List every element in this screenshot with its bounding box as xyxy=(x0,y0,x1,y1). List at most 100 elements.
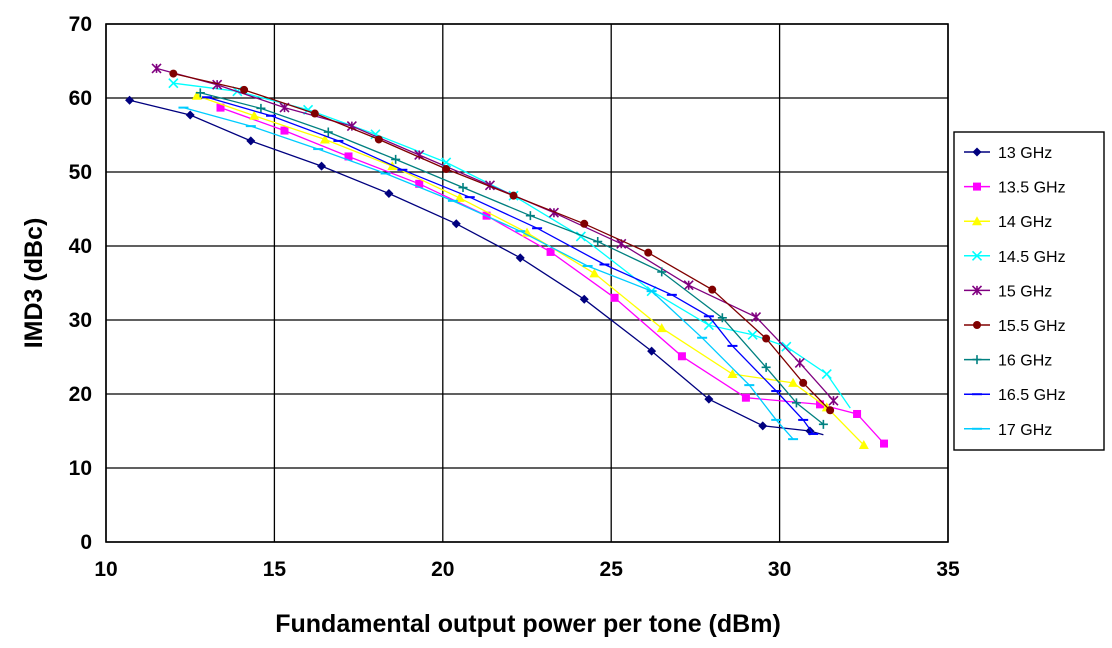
legend-marker xyxy=(973,321,981,329)
legend-label: 15 GHz xyxy=(998,283,1052,300)
series-layer xyxy=(125,63,889,450)
x-tick-label: 15 xyxy=(263,558,287,581)
series-line-16-5-ghz xyxy=(206,96,814,435)
data-point-15-ghz xyxy=(151,63,162,74)
legend-label: 17 GHz xyxy=(998,422,1052,439)
x-tick-label: 35 xyxy=(936,558,960,581)
data-point-15-ghz xyxy=(484,180,496,191)
legend-label: 15.5 GHz xyxy=(998,318,1066,335)
data-point-15-5-ghz xyxy=(580,219,589,228)
data-point-13-5-ghz xyxy=(880,439,889,448)
legend-label: 16 GHz xyxy=(998,353,1052,370)
data-point-16-ghz xyxy=(323,127,333,137)
legend-entry-13-5-ghz: 13.5 GHz xyxy=(964,180,1066,197)
series-14-5-ghz xyxy=(168,78,851,409)
plot-frame xyxy=(105,23,949,543)
series-14-ghz xyxy=(191,90,869,450)
data-point-14-ghz xyxy=(727,369,738,379)
series-13-ghz xyxy=(125,95,824,436)
data-point-15-ghz xyxy=(548,207,560,218)
data-point-15-5-ghz xyxy=(442,165,451,174)
data-point-15-ghz xyxy=(212,79,223,90)
data-point-14-5-ghz xyxy=(821,368,832,380)
data-point-15-5-ghz xyxy=(509,191,518,200)
x-tick-label: 10 xyxy=(94,558,117,581)
data-point-14-ghz xyxy=(191,90,202,100)
data-point-13-ghz xyxy=(647,346,657,356)
series-line-15-5-ghz xyxy=(173,72,831,411)
data-point-15-ghz xyxy=(750,311,762,323)
data-point-13-ghz xyxy=(451,219,461,229)
data-point-13-5-ghz xyxy=(415,179,424,188)
x-axis-title: Fundamental output power per tone (dBm) xyxy=(275,610,781,638)
data-point-15-5-ghz xyxy=(240,85,249,94)
data-point-14-5-ghz xyxy=(703,320,714,331)
series-17-ghz xyxy=(178,106,799,441)
series-line-14-ghz xyxy=(196,95,865,446)
series-13-5-ghz xyxy=(216,103,889,448)
data-point-13-5-ghz xyxy=(216,103,225,112)
data-point-15-5-ghz xyxy=(644,248,653,257)
data-point-14-5-ghz xyxy=(747,329,758,340)
data-point-13-5-ghz xyxy=(816,400,825,409)
data-point-16-ghz xyxy=(391,154,401,164)
data-point-16-ghz xyxy=(657,267,667,277)
series-16-ghz xyxy=(195,88,828,429)
data-point-14-ghz xyxy=(249,110,260,120)
y-tick-label: 40 xyxy=(69,235,92,258)
data-point-16-ghz xyxy=(525,211,535,221)
legend-label: 14 GHz xyxy=(998,214,1052,231)
legend-label: 14.5 GHz xyxy=(998,249,1066,266)
data-point-13-5-ghz xyxy=(280,126,289,135)
data-point-16-ghz xyxy=(791,398,801,408)
data-point-16-ghz xyxy=(195,88,205,98)
y-tick-label: 10 xyxy=(69,457,92,480)
x-tick-label: 20 xyxy=(431,558,454,581)
data-point-13-5-ghz xyxy=(610,293,619,302)
y-tick-label: 70 xyxy=(69,13,92,36)
legend-entry-15-ghz: 15 GHz xyxy=(964,283,1052,300)
legend-marker xyxy=(971,285,983,296)
legend-entry-16-ghz: 16 GHz xyxy=(964,353,1052,370)
data-point-15-5-ghz xyxy=(374,135,383,144)
data-point-13-ghz xyxy=(125,95,135,105)
series-15-5-ghz xyxy=(169,69,835,415)
data-point-14-5-ghz xyxy=(168,78,179,89)
data-point-13-ghz xyxy=(384,188,394,198)
legend-entry-14-ghz: 14 GHz xyxy=(964,214,1052,231)
data-point-16-ghz xyxy=(717,313,727,323)
series-line-17-ghz xyxy=(183,106,794,440)
data-point-13-5-ghz xyxy=(741,393,750,402)
data-point-15-ghz xyxy=(794,357,805,368)
grid-layer xyxy=(105,23,949,543)
legend-entry-14-5-ghz: 14.5 GHz xyxy=(964,249,1066,266)
y-axis-title: IMD3 (dBc) xyxy=(20,218,48,349)
data-point-16-ghz xyxy=(458,183,468,193)
data-point-15-5-ghz xyxy=(762,334,771,343)
data-point-13-5-ghz xyxy=(677,352,686,361)
data-point-15-5-ghz xyxy=(826,406,835,415)
legend-entry-15-5-ghz: 15.5 GHz xyxy=(964,318,1066,335)
series-line-13-ghz xyxy=(129,99,824,436)
data-point-13-5-ghz xyxy=(853,409,862,418)
data-point-13-5-ghz xyxy=(546,247,555,256)
y-tick-label: 30 xyxy=(69,309,92,332)
data-point-16-ghz xyxy=(761,362,771,372)
data-point-13-ghz xyxy=(317,161,327,171)
legend-label: 13.5 GHz xyxy=(998,180,1066,197)
data-point-14-5-ghz xyxy=(781,341,792,352)
legend-entry-13-ghz: 13 GHz xyxy=(964,145,1052,162)
legend-items: 13 GHz 13.5 GHz 14 GHz 14.5 GHz 15 GHz 15.5 G… xyxy=(964,145,1066,439)
series-line-13-5-ghz xyxy=(220,106,885,445)
data-point-14-ghz xyxy=(788,377,799,387)
legend-label: 13 GHz xyxy=(998,145,1052,162)
data-point-14-ghz xyxy=(454,192,465,202)
legend-marker xyxy=(972,147,982,157)
y-tick-label: 60 xyxy=(69,87,92,110)
legend-marker xyxy=(973,182,981,191)
data-point-16-ghz xyxy=(818,419,828,429)
data-point-15-ghz xyxy=(683,280,694,291)
data-point-16-ghz xyxy=(593,237,603,247)
